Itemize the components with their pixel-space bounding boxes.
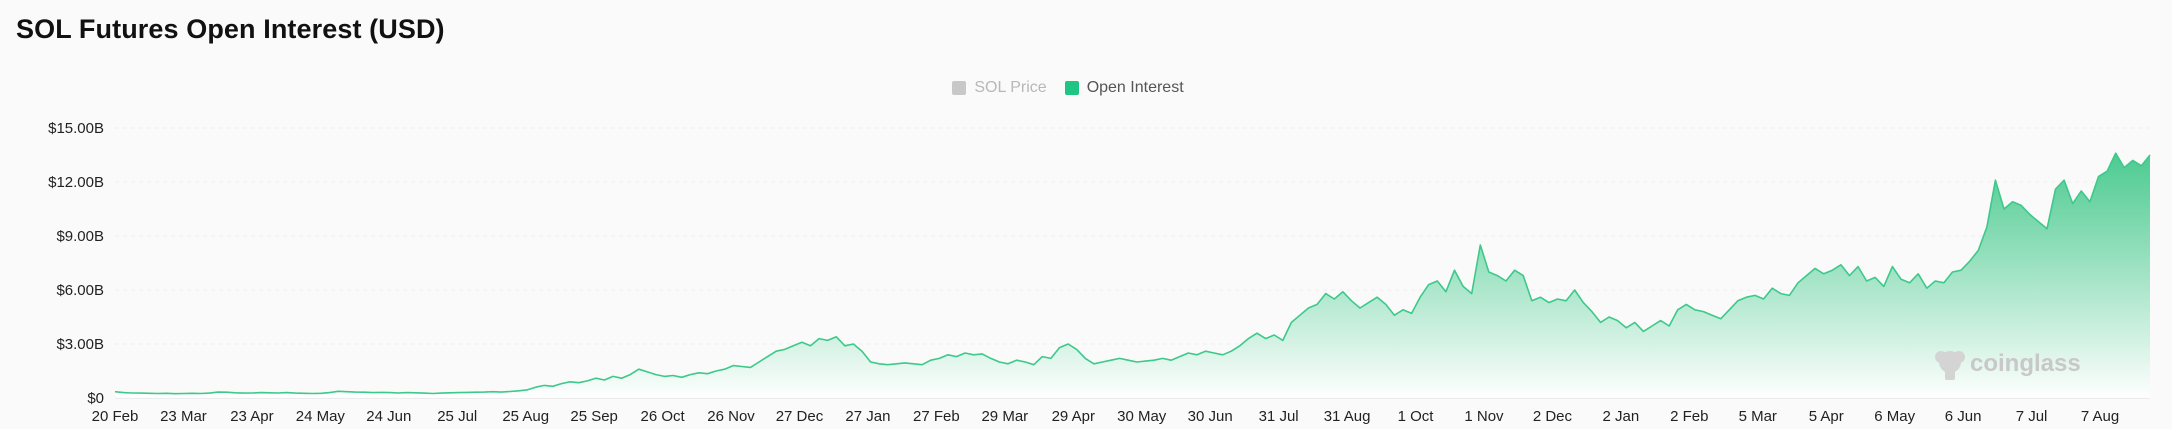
legend-swatch-sol-price — [952, 81, 967, 95]
x-tick-label: 2 Feb — [1670, 408, 1708, 425]
x-axis: 20 Feb 23 Mar 23 Apr 24 May 24 Jun 25 Jul 25 A… — [92, 408, 2120, 425]
x-tick-label: 25 Jul — [437, 408, 477, 425]
x-tick-label: 25 Sep — [570, 408, 618, 425]
x-tick-label: 2 Dec — [1533, 408, 1573, 425]
x-tick-label: 30 May — [1117, 408, 1167, 425]
x-tick-label: 29 Mar — [981, 408, 1028, 425]
y-tick-label: $9.00B — [56, 228, 104, 245]
x-tick-label: 25 Aug — [502, 408, 549, 425]
coinglass-logo-icon — [1935, 351, 1965, 380]
x-tick-label: 6 Jun — [1945, 408, 1982, 425]
x-tick-label: 1 Nov — [1464, 408, 1504, 425]
x-tick-label: 29 Apr — [1052, 408, 1095, 425]
x-tick-label: 7 Aug — [2081, 408, 2119, 425]
x-tick-label: 24 May — [296, 408, 346, 425]
x-tick-label: 26 Oct — [640, 408, 685, 425]
open-interest-area — [115, 153, 2150, 398]
x-tick-label: 7 Jul — [2016, 408, 2048, 425]
y-tick-label: $12.00B — [48, 174, 104, 191]
legend-swatch-open-interest — [1064, 81, 1079, 95]
x-tick-label: 26 Nov — [707, 408, 755, 425]
area-layer — [114, 152, 2151, 398]
x-tick-label: 6 May — [1874, 408, 1915, 425]
x-tick-label: 2 Jan — [1603, 408, 1640, 425]
y-tick-label: $0 — [87, 390, 104, 407]
x-tick-label: 27 Feb — [913, 408, 960, 425]
watermark-text: coinglass — [1970, 350, 2081, 377]
legend-item-sol-price[interactable]: SOL Price — [952, 79, 1047, 97]
y-tick-label: $6.00B — [56, 282, 104, 299]
y-axis: $0 $3.00B $6.00B $9.00B $12.00B $15.00B — [48, 120, 104, 407]
x-tick-label: 24 Jun — [366, 408, 411, 425]
open-interest-line — [114, 152, 2151, 395]
page-title: SOL Futures Open Interest (USD) — [16, 14, 445, 44]
x-tick-label: 27 Dec — [776, 408, 824, 425]
x-tick-label: 1 Oct — [1398, 408, 1435, 425]
y-tick-label: $3.00B — [56, 336, 104, 353]
legend-label-open-interest: Open Interest — [1086, 79, 1184, 96]
legend-item-open-interest[interactable]: Open Interest — [1064, 79, 1184, 97]
x-tick-label: 30 Jun — [1188, 408, 1233, 425]
chart-legend: SOL Price Open Interest — [0, 79, 2154, 97]
x-tick-label: 31 Jul — [1259, 408, 1299, 425]
legend-label-sol-price: SOL Price — [974, 79, 1047, 96]
watermark: coinglass — [1935, 350, 2081, 380]
x-tick-label: 5 Mar — [1739, 408, 1777, 425]
x-tick-label: 23 Mar — [160, 408, 207, 425]
y-tick-label: $15.00B — [48, 120, 104, 137]
x-tick-label: 20 Feb — [92, 408, 139, 425]
x-tick-label: 31 Aug — [1324, 408, 1371, 425]
x-tick-label: 27 Jan — [845, 408, 890, 425]
x-tick-label: 23 Apr — [230, 408, 273, 425]
x-tick-label: 5 Apr — [1809, 408, 1844, 425]
